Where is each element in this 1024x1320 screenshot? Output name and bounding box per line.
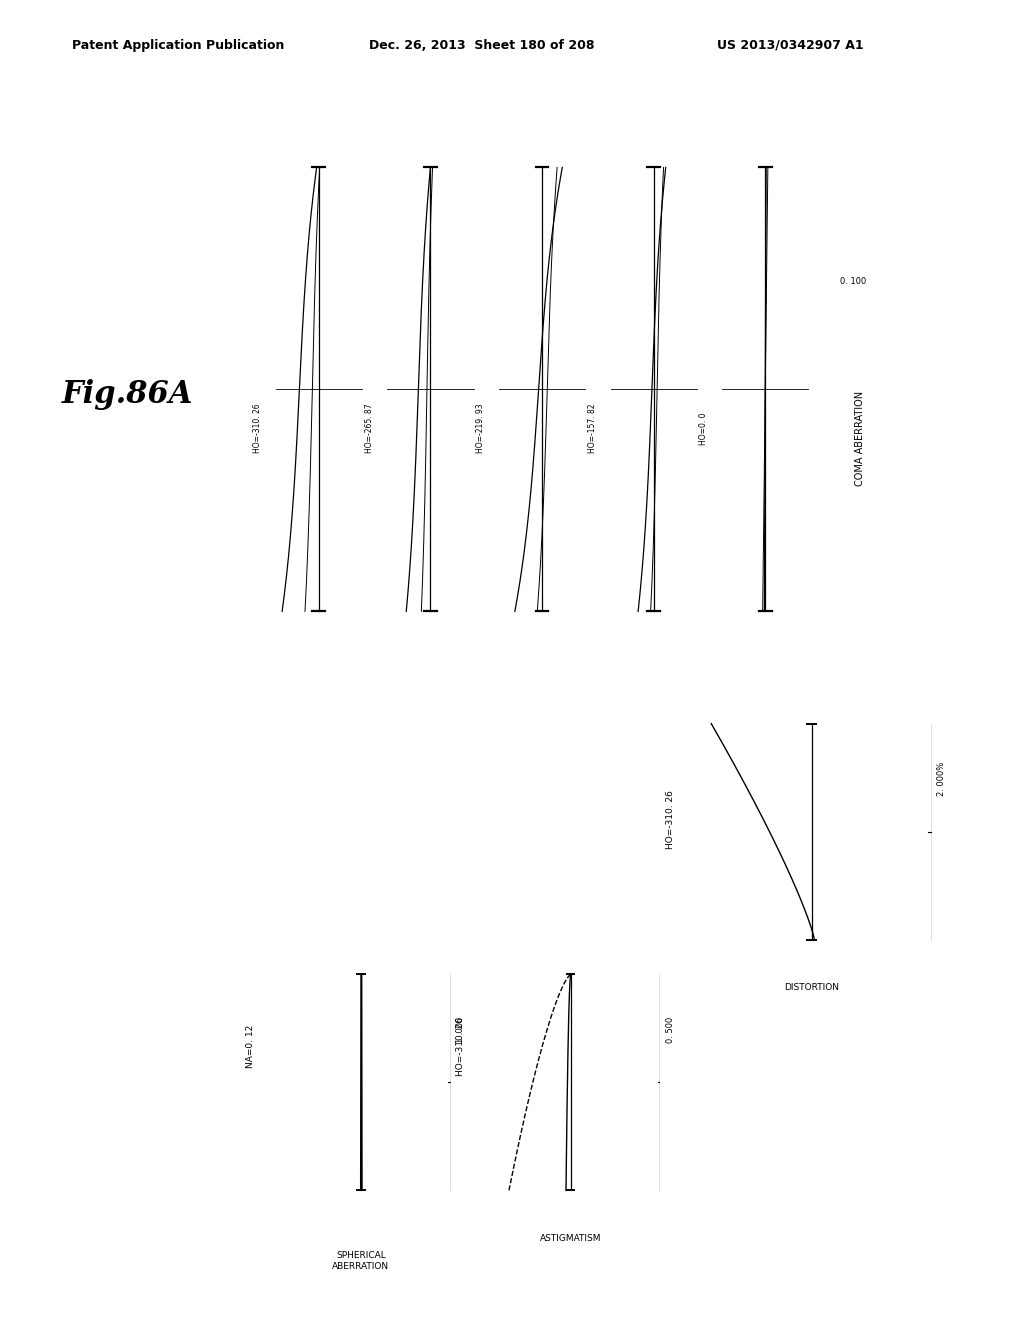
Text: 0. 500: 0. 500 xyxy=(666,1016,675,1043)
Text: SPHERICAL
ABERRATION: SPHERICAL ABERRATION xyxy=(333,1251,389,1271)
Text: Dec. 26, 2013  Sheet 180 of 208: Dec. 26, 2013 Sheet 180 of 208 xyxy=(369,38,594,51)
Text: HO=-219. 93: HO=-219. 93 xyxy=(476,404,485,453)
Text: HO=-310. 26: HO=-310. 26 xyxy=(666,791,675,849)
Text: HO=-157. 82: HO=-157. 82 xyxy=(588,404,597,453)
Text: ASTIGMATISM: ASTIGMATISM xyxy=(540,1234,602,1243)
Text: 1. 000: 1. 000 xyxy=(456,1016,465,1043)
Text: Patent Application Publication: Patent Application Publication xyxy=(72,38,284,51)
Text: HO=-310. 26: HO=-310. 26 xyxy=(253,404,262,453)
Text: Fig.86A: Fig.86A xyxy=(61,379,193,409)
Text: HO=-265. 87: HO=-265. 87 xyxy=(365,404,374,453)
Text: NA=0. 12: NA=0. 12 xyxy=(246,1026,255,1068)
Text: 2. 000%: 2. 000% xyxy=(937,762,946,796)
Text: 0. 100: 0. 100 xyxy=(840,277,866,286)
Text: DISTORTION: DISTORTION xyxy=(784,983,839,993)
Text: HO=0. 0: HO=0. 0 xyxy=(699,412,709,445)
Text: HO=-310. 26: HO=-310. 26 xyxy=(456,1018,465,1076)
Text: US 2013/0342907 A1: US 2013/0342907 A1 xyxy=(717,38,863,51)
Text: COMA ABERRATION: COMA ABERRATION xyxy=(855,391,865,486)
